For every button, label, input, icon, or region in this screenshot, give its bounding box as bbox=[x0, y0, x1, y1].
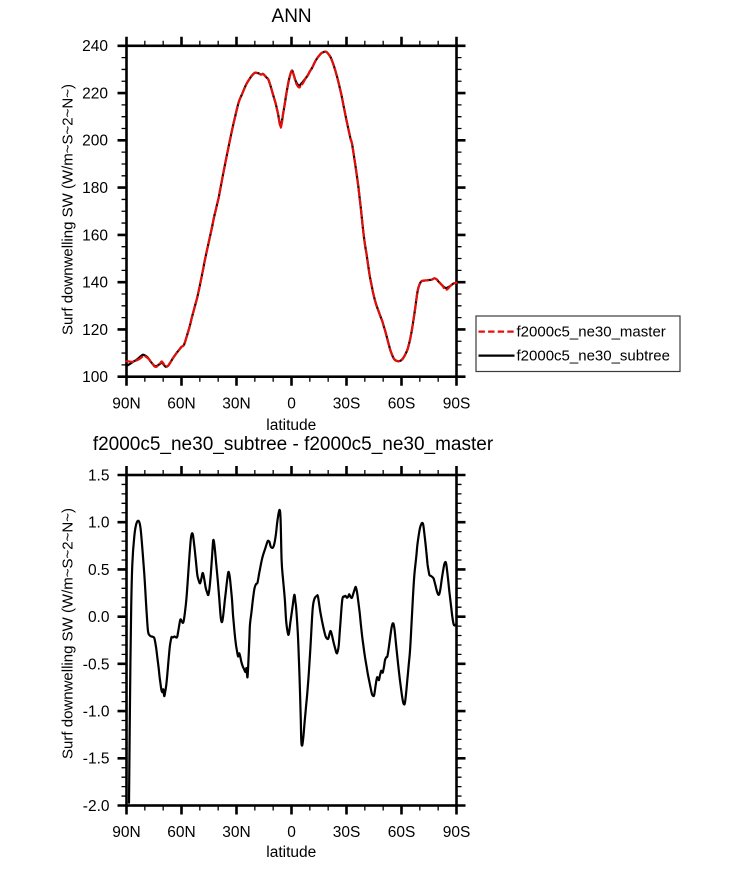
svg-text:f2000c5_ne30_subtree: f2000c5_ne30_subtree bbox=[517, 348, 670, 365]
svg-text:100: 100 bbox=[82, 369, 108, 386]
svg-text:f2000c5_ne30_master: f2000c5_ne30_master bbox=[517, 324, 666, 341]
svg-text:Surf downwelling SW (W/m~S~2~N: Surf downwelling SW (W/m~S~2~N~) bbox=[60, 84, 77, 335]
svg-text:30N: 30N bbox=[222, 824, 250, 841]
svg-text:90S: 90S bbox=[443, 395, 471, 412]
svg-text:-1.5: -1.5 bbox=[83, 751, 110, 768]
svg-text:0.5: 0.5 bbox=[88, 562, 110, 579]
svg-text:180: 180 bbox=[82, 180, 108, 197]
svg-text:latitude: latitude bbox=[266, 844, 316, 861]
svg-text:60S: 60S bbox=[388, 824, 416, 841]
svg-text:30S: 30S bbox=[333, 824, 361, 841]
svg-text:1.5: 1.5 bbox=[88, 467, 110, 484]
svg-text:30N: 30N bbox=[222, 395, 250, 412]
svg-text:60N: 60N bbox=[167, 395, 195, 412]
svg-text:90N: 90N bbox=[112, 824, 140, 841]
svg-text:0.0: 0.0 bbox=[88, 609, 110, 626]
svg-text:-0.5: -0.5 bbox=[83, 656, 110, 673]
svg-text:Surf downwelling SW (W/m~S~2~N: Surf downwelling SW (W/m~S~2~N~) bbox=[60, 508, 77, 759]
svg-text:160: 160 bbox=[82, 227, 108, 244]
svg-text:f2000c5_ne30_subtree - f2000c5: f2000c5_ne30_subtree - f2000c5_ne30_mast… bbox=[93, 434, 494, 455]
svg-text:200: 200 bbox=[82, 133, 108, 150]
svg-text:30S: 30S bbox=[333, 395, 361, 412]
svg-text:90S: 90S bbox=[443, 824, 471, 841]
svg-text:ANN: ANN bbox=[272, 6, 312, 27]
svg-text:0: 0 bbox=[287, 395, 296, 412]
svg-text:140: 140 bbox=[82, 275, 108, 292]
svg-text:220: 220 bbox=[82, 85, 108, 102]
svg-text:60N: 60N bbox=[167, 824, 195, 841]
svg-text:latitude: latitude bbox=[266, 417, 316, 434]
svg-text:60S: 60S bbox=[388, 395, 416, 412]
svg-text:-1.0: -1.0 bbox=[83, 703, 110, 720]
svg-text:120: 120 bbox=[82, 322, 108, 339]
svg-text:1.0: 1.0 bbox=[88, 515, 110, 532]
svg-text:0: 0 bbox=[287, 824, 296, 841]
svg-text:240: 240 bbox=[82, 38, 108, 55]
svg-text:-2.0: -2.0 bbox=[83, 798, 110, 815]
svg-text:90N: 90N bbox=[112, 395, 140, 412]
